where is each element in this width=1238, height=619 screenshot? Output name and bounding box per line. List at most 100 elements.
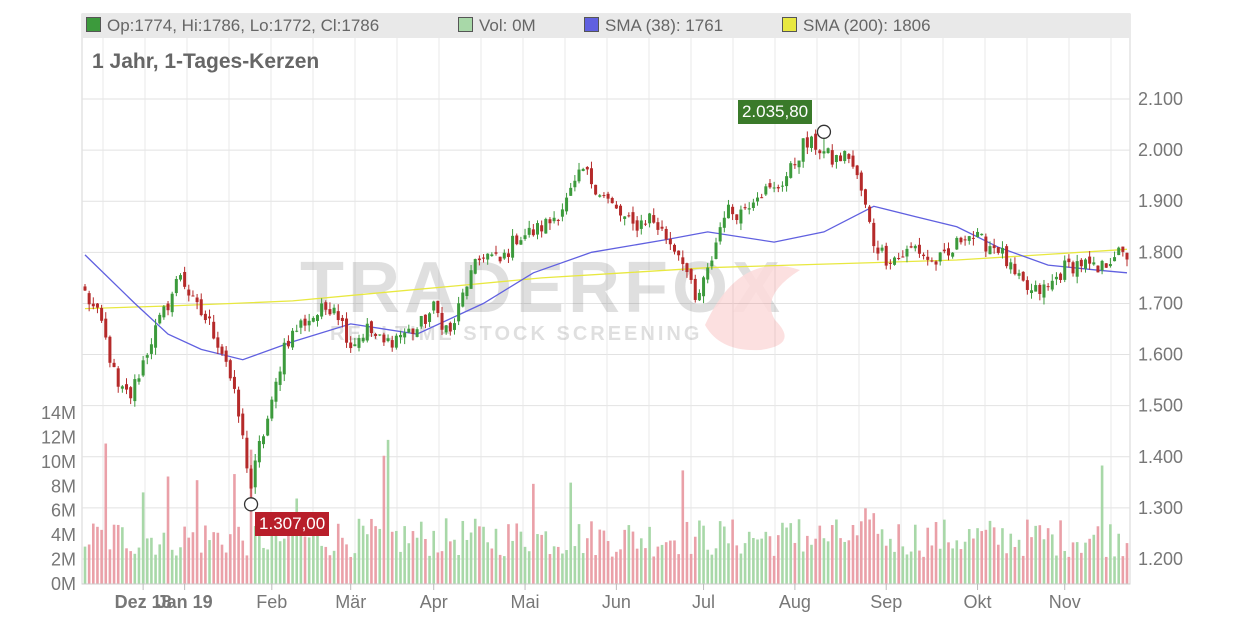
candle-body (241, 413, 245, 436)
candle-body (419, 315, 423, 327)
high-price-badge: 2.035,80 (737, 99, 813, 124)
volume-bar (793, 542, 797, 584)
candle-body (1075, 261, 1079, 277)
candle-body (262, 436, 266, 445)
volume-bar (370, 518, 373, 584)
volume-bar (133, 553, 137, 584)
volume-tick-label: 2M (51, 550, 76, 570)
date-tick-label: Nov (1049, 592, 1081, 612)
legend-ohlc-text: Op:1774, Hi:1786, Lo:1772, Cl:1786 (107, 16, 380, 35)
volume-bar (436, 552, 440, 584)
volume-bar (669, 540, 672, 584)
volume-bar (104, 443, 108, 584)
volume-bar (752, 538, 755, 584)
price-tick-label: 1.900 (1138, 191, 1183, 211)
candle-body (311, 317, 315, 322)
candle-body (594, 184, 598, 195)
candle-body (739, 209, 743, 224)
volume-bar (756, 539, 759, 584)
candle-body (486, 253, 490, 260)
candle-body (174, 278, 178, 294)
candle-body (452, 323, 456, 330)
legend-sma200: SMA (200): 1806 (782, 16, 931, 36)
candle-body (801, 138, 805, 162)
candle-body (473, 259, 477, 274)
volume-bar (868, 519, 871, 584)
candle-body (87, 293, 91, 305)
ohlc-swatch-icon (86, 17, 101, 32)
volume-bar (395, 530, 398, 584)
candle-body (685, 263, 689, 273)
candle-body (278, 371, 282, 385)
candle-body (627, 215, 631, 217)
volume-bar (648, 526, 651, 584)
candle-body (888, 262, 892, 264)
candle-body (162, 306, 166, 318)
candle-body (361, 337, 365, 342)
volume-bar (673, 540, 676, 584)
price-tick-label: 1.500 (1138, 396, 1183, 416)
volume-bar (378, 528, 382, 584)
volume-bar (482, 526, 485, 584)
volume-bar (830, 525, 834, 584)
volume-bar (801, 551, 805, 584)
volume-tick-label: 8M (51, 476, 76, 496)
volume-bar (228, 534, 232, 584)
candle-body (619, 205, 623, 216)
volume-bar (92, 523, 95, 584)
sma-200-line (84, 248, 1128, 310)
volume-bar (556, 546, 560, 584)
candle-body (307, 320, 311, 326)
volume-bar (1100, 465, 1104, 584)
candle-body (465, 286, 469, 297)
volume-bar (839, 538, 842, 584)
candle-body (1030, 290, 1034, 293)
extreme-markers (243, 124, 832, 512)
candle-body (934, 261, 938, 265)
candle-body (253, 460, 257, 488)
candle-body (129, 387, 133, 399)
candle-body (917, 244, 921, 254)
volume-bar (141, 492, 145, 584)
candle-body (494, 252, 498, 254)
volume-bar (810, 544, 813, 584)
volume-bar (664, 542, 668, 584)
volume-bar (100, 529, 103, 584)
candle-body (1088, 256, 1092, 264)
candle-body (614, 204, 618, 209)
volume-bar (411, 531, 415, 584)
candle-body (540, 225, 544, 232)
candle-body (91, 303, 95, 307)
volume-bar (980, 531, 984, 584)
date-tick-label: Jul (692, 592, 715, 612)
volume-bar (125, 548, 128, 584)
volume-bar (507, 524, 510, 584)
volume-bar (963, 541, 967, 584)
candle-body (693, 278, 697, 300)
candle-body (992, 245, 996, 249)
volume-bar (1084, 542, 1087, 584)
candle-body (751, 202, 755, 208)
volume-bar (718, 521, 722, 584)
volume-bar (1050, 534, 1054, 584)
volume-bar (266, 549, 269, 584)
volume-tick-label: 4M (51, 525, 76, 545)
candle-body (390, 340, 394, 348)
volume-bar (341, 537, 344, 584)
volume-bar (760, 538, 763, 584)
volume-bar (1071, 542, 1075, 584)
volume-bar (278, 541, 282, 584)
candle-body (1125, 252, 1129, 260)
candle-body (1009, 262, 1013, 270)
volume-bar (1055, 555, 1058, 584)
volume-bar (743, 543, 747, 584)
volume-tick-label: 0M (51, 574, 76, 594)
volume-tick-label: 14M (41, 403, 76, 423)
volume-bar (1109, 524, 1112, 584)
price-tick-label: 1.400 (1138, 447, 1183, 467)
candle-body (922, 254, 926, 257)
candle-body (598, 195, 602, 197)
volume-bar (1113, 556, 1116, 584)
candle-body (170, 293, 174, 313)
candle-body (228, 360, 232, 379)
